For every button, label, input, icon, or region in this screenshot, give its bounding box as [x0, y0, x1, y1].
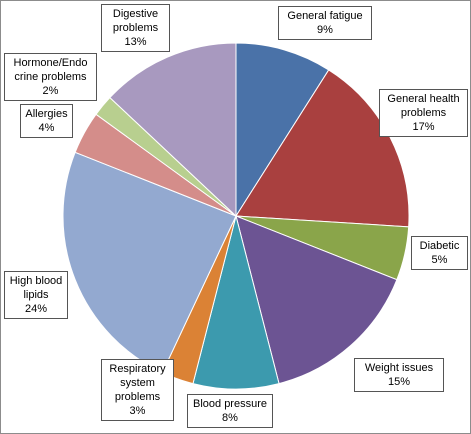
data-label: Weight issues 15%	[354, 358, 444, 392]
label-category: Digestive problems	[112, 8, 159, 34]
pie-slice	[235, 42, 330, 218]
label-value: 24%	[24, 303, 48, 315]
label-category: Weight issues	[364, 362, 434, 374]
data-label: General health problems 17%	[379, 89, 468, 137]
pie-slice	[62, 151, 237, 374]
label-value: 13%	[124, 36, 147, 48]
pie-slice	[109, 42, 237, 218]
label-value: 17%	[412, 121, 435, 133]
label-category: Allergies	[25, 108, 68, 120]
label-category: General fatigue	[287, 10, 363, 22]
label-value: 9%	[317, 24, 333, 36]
label-category: Diabetic	[419, 240, 460, 252]
label-category: General health problems	[387, 93, 460, 119]
label-category: Respiratory system problems	[109, 363, 166, 403]
label-category: High blood lipids	[9, 275, 63, 301]
data-label: Allergies 4%	[20, 104, 73, 138]
data-label: Diabetic 5%	[411, 236, 468, 270]
data-label: Blood pressure 8%	[187, 394, 273, 428]
label-value: 15%	[387, 376, 411, 388]
label-category: Hormone/Endo crine problems	[13, 57, 88, 83]
data-label: Respiratory system problems 3%	[101, 359, 174, 421]
label-value: 5%	[431, 254, 448, 266]
label-value: 8%	[222, 412, 238, 424]
data-label: High blood lipids 24%	[4, 271, 68, 319]
pie-slice	[235, 215, 398, 385]
data-label: Digestive problems 13%	[101, 4, 170, 52]
data-label: General fatigue 9%	[278, 6, 372, 40]
label-category: Blood pressure	[193, 398, 267, 410]
label-value: 4%	[38, 122, 55, 134]
label-value: 3%	[129, 405, 146, 417]
pie-slice	[235, 69, 410, 228]
label-value: 2%	[42, 85, 59, 97]
data-label: Hormone/Endo crine problems 2%	[4, 53, 97, 101]
